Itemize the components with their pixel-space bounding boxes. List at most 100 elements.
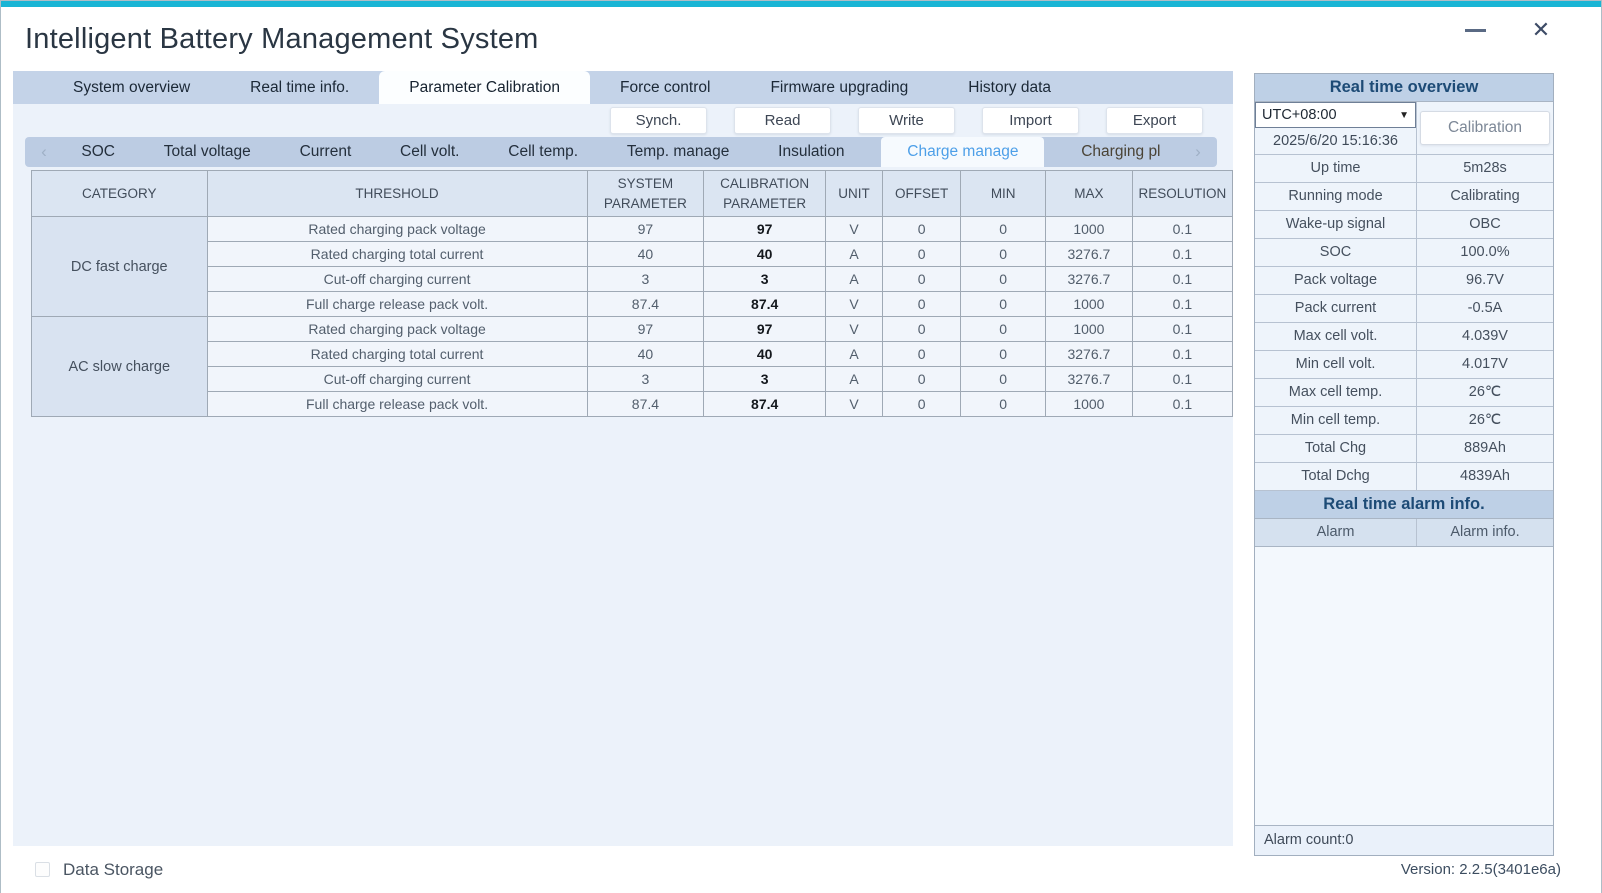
min-cell: 0 [960, 241, 1047, 267]
stat-value: 96.7V [1466, 272, 1504, 288]
subtab-scroll-left-icon[interactable]: ‹ [41, 142, 47, 161]
calibration-cell[interactable]: 3 [703, 366, 827, 392]
resolution-cell: 0.1 [1131, 266, 1234, 292]
subtab-charging-pl[interactable]: Charging pl [1081, 143, 1161, 160]
unit-cell: A [825, 241, 883, 267]
calibration-cell[interactable]: 40 [703, 341, 827, 367]
stat-row-min-cell-volt: Min cell volt. 4.017V [1255, 351, 1553, 379]
app-title: Intelligent Battery Management System [25, 22, 539, 55]
tab-system-overview[interactable]: System overview [73, 79, 191, 96]
unit-cell: A [825, 266, 883, 292]
tab-history-data[interactable]: History data [968, 79, 1051, 96]
subtab-soc[interactable]: SOC [81, 143, 115, 160]
calibration-cell[interactable]: 3 [703, 266, 827, 292]
table-row: Full charge release pack volt. 87.4 87.4… [32, 291, 1234, 317]
alarm-col-header: Alarm [1255, 519, 1417, 546]
stat-label: Min cell temp. [1255, 407, 1417, 434]
tab-force-control[interactable]: Force control [620, 79, 711, 96]
table-row: Full charge release pack volt. 87.4 87.4… [32, 391, 1234, 417]
stat-row-soc: SOC 100.0% [1255, 239, 1553, 267]
calibration-cell-area: Calibration [1417, 102, 1553, 154]
calibration-cell[interactable]: 87.4 [703, 391, 827, 417]
subtab-charge-manage[interactable]: Charge manage [881, 137, 1045, 167]
stat-value: OBC [1469, 216, 1501, 232]
stat-value: Calibrating [1450, 188, 1520, 204]
threshold-cell: Rated charging pack voltage [206, 216, 588, 242]
stat-label: Total Dchg [1255, 463, 1417, 490]
threshold-cell: Rated charging total current [206, 241, 588, 267]
tab-real-time-info[interactable]: Real time info. [250, 79, 350, 96]
category-cell: AC slow charge [31, 316, 208, 417]
stat-label: Max cell volt. [1255, 323, 1417, 350]
calibration-cell[interactable]: 97 [703, 316, 827, 342]
max-cell: 3276.7 [1045, 341, 1133, 367]
dropdown-caret-icon: ▼ [1399, 109, 1409, 121]
unit-cell: V [825, 316, 883, 342]
panel-gutter [1233, 71, 1254, 846]
unit-cell: V [825, 391, 883, 417]
parameter-table: CATEGORY THRESHOLD SYSTEM PARAMETER CALI… [31, 170, 1234, 417]
titlebar: Intelligent Battery Management System ✕ [1, 7, 1601, 71]
min-cell: 0 [960, 216, 1047, 242]
write-button[interactable]: Write [858, 107, 955, 134]
col-threshold: THRESHOLD [206, 170, 588, 217]
offset-cell: 0 [881, 341, 962, 367]
threshold-cell: Full charge release pack volt. [206, 291, 588, 317]
calibration-cell[interactable]: 40 [703, 241, 827, 267]
timezone-row: UTC+08:00 ▼ 2025/6/20 15:16:36 Calibrati… [1255, 102, 1553, 155]
stat-label: Wake-up signal [1255, 211, 1417, 238]
subtab-insulation[interactable]: Insulation [778, 143, 845, 160]
unit-cell: A [825, 366, 883, 392]
current-timestamp: 2025/6/20 15:16:36 [1273, 133, 1398, 149]
max-cell: 1000 [1045, 316, 1133, 342]
export-button[interactable]: Export [1106, 107, 1203, 134]
tab-firmware-upgrading[interactable]: Firmware upgrading [770, 79, 909, 96]
stat-label: Pack voltage [1255, 267, 1417, 294]
system-cell: 40 [586, 241, 705, 267]
calibration-cell[interactable]: 87.4 [703, 291, 827, 317]
subtab-cell-temp[interactable]: Cell temp. [508, 143, 579, 160]
tab-parameter-calibration[interactable]: Parameter Calibration [379, 71, 590, 104]
threshold-cell: Rated charging total current [206, 341, 588, 367]
subtab-scroll-right-icon[interactable]: › [1195, 142, 1201, 161]
timezone-column: UTC+08:00 ▼ 2025/6/20 15:16:36 [1255, 102, 1417, 154]
stat-row-min-cell-temp: Min cell temp. 26℃ [1255, 407, 1553, 435]
category-cell: DC fast charge [31, 216, 208, 317]
table-row: Rated charging total current 40 40 A 0 0… [32, 341, 1234, 367]
stat-label: Max cell temp. [1255, 379, 1417, 406]
main-region: System overview Real time info. Paramete… [1, 71, 1601, 856]
data-storage-checkbox[interactable] [35, 862, 50, 877]
system-cell: 87.4 [586, 291, 705, 317]
col-max: MAX [1045, 170, 1133, 217]
import-button[interactable]: Import [982, 107, 1079, 134]
threshold-cell: Cut-off charging current [206, 366, 588, 392]
resolution-cell: 0.1 [1131, 241, 1234, 267]
table-header-row: CATEGORY THRESHOLD SYSTEM PARAMETER CALI… [31, 170, 1234, 217]
min-cell: 0 [960, 341, 1047, 367]
timezone-select[interactable]: UTC+08:00 ▼ [1255, 102, 1416, 128]
col-unit: UNIT [825, 170, 883, 217]
calibration-cell[interactable]: 97 [703, 216, 827, 242]
min-cell: 0 [960, 291, 1047, 317]
subtab-total-voltage[interactable]: Total voltage [163, 143, 251, 160]
subtab-temp-manage[interactable]: Temp. manage [626, 143, 730, 160]
stat-value: 5m28s [1463, 160, 1507, 176]
min-cell: 0 [960, 391, 1047, 417]
system-cell: 97 [586, 316, 705, 342]
synch-button[interactable]: Synch. [610, 107, 707, 134]
minimize-button[interactable] [1463, 19, 1487, 41]
stat-value: 100.0% [1460, 244, 1510, 260]
system-cell: 87.4 [586, 391, 705, 417]
calibration-button[interactable]: Calibration [1420, 111, 1550, 145]
stat-value: 26℃ [1468, 412, 1502, 428]
table-row: Rated charging total current 40 40 A 0 0… [32, 241, 1234, 267]
col-system-parameter: SYSTEM PARAMETER [586, 170, 705, 217]
read-button[interactable]: Read [734, 107, 831, 134]
close-button[interactable]: ✕ [1529, 17, 1553, 42]
subtab-cell-volt[interactable]: Cell volt. [400, 143, 460, 160]
col-resolution: RESOLUTION [1131, 170, 1234, 217]
stat-value: 4839Ah [1460, 468, 1510, 484]
resolution-cell: 0.1 [1131, 341, 1234, 367]
table-row: DC fast charge Rated charging pack volta… [31, 216, 1234, 317]
subtab-current[interactable]: Current [299, 143, 352, 160]
